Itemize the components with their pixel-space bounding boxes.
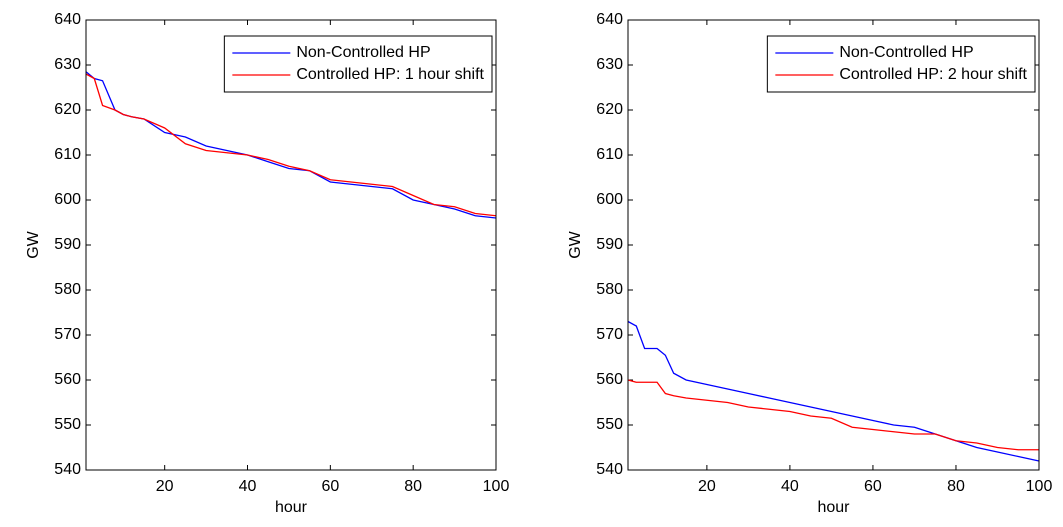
y-tick-label: 640	[596, 11, 623, 28]
x-tick-label: 40	[781, 478, 799, 495]
data-line	[85, 73, 497, 217]
data-line	[627, 379, 1039, 451]
legend-label: Non-Controlled HP	[839, 44, 973, 61]
y-tick-label: 600	[596, 191, 623, 208]
x-axis-label: hour	[275, 499, 308, 516]
x-tick-label: 60	[864, 478, 882, 495]
legend-label: Controlled HP: 2 hour shift	[839, 66, 1027, 83]
x-tick-label: 80	[404, 478, 422, 495]
axes-box	[627, 19, 1040, 471]
y-tick-label: 640	[54, 11, 81, 28]
y-tick-label: 610	[54, 146, 81, 163]
y-tick-label: 570	[54, 326, 81, 343]
y-tick-label: 540	[596, 461, 623, 478]
x-tick-label: 40	[239, 478, 257, 495]
x-tick-label: 80	[947, 478, 965, 495]
y-tick-label: 570	[596, 326, 623, 343]
x-tick-label: 100	[483, 478, 510, 495]
chart: 540 550 560 570 580 590 600 610 620 630 640 20 40 60 8…	[25, 11, 509, 516]
y-tick-label: 620	[596, 101, 623, 118]
y-tick-label: 550	[596, 416, 623, 433]
y-tick-label: 610	[596, 146, 623, 163]
x-tick-label: 20	[698, 478, 716, 495]
y-tick-label: 560	[54, 371, 81, 388]
legend-box	[223, 35, 493, 93]
x-tick-label: 60	[321, 478, 339, 495]
legend-label: Controlled HP: 1 hour shift	[296, 66, 484, 83]
y-tick-label: 600	[54, 191, 81, 208]
y-tick-label: 560	[596, 371, 623, 388]
y-axis-label: GW	[25, 230, 42, 258]
y-axis-label: GW	[567, 230, 584, 258]
x-tick-label: 20	[156, 478, 174, 495]
y-tick-label: 590	[596, 236, 623, 253]
y-tick-label: 590	[54, 236, 81, 253]
legend: Non-Controlled HP Controlled HP: 2 hour s…	[766, 35, 1036, 93]
y-tick-label: 540	[54, 461, 81, 478]
y-tick-label: 550	[54, 416, 81, 433]
data-line	[85, 71, 497, 219]
chart: 540 550 560 570 580 590 600 610 620 630 640 20 40 60 8…	[567, 11, 1052, 516]
legend-label: Non-Controlled HP	[296, 44, 430, 61]
y-tick-label: 620	[54, 101, 81, 118]
y-tick-label: 580	[54, 281, 81, 298]
legend: Non-Controlled HP Controlled HP: 1 hour s…	[223, 35, 493, 93]
legend-box	[766, 35, 1036, 93]
y-tick-label: 630	[596, 56, 623, 73]
x-axis-label: hour	[817, 499, 850, 516]
x-tick-label: 100	[1026, 478, 1053, 495]
axes-box	[85, 19, 497, 471]
y-tick-label: 630	[54, 56, 81, 73]
data-line	[627, 320, 1040, 462]
y-tick-label: 580	[596, 281, 623, 298]
